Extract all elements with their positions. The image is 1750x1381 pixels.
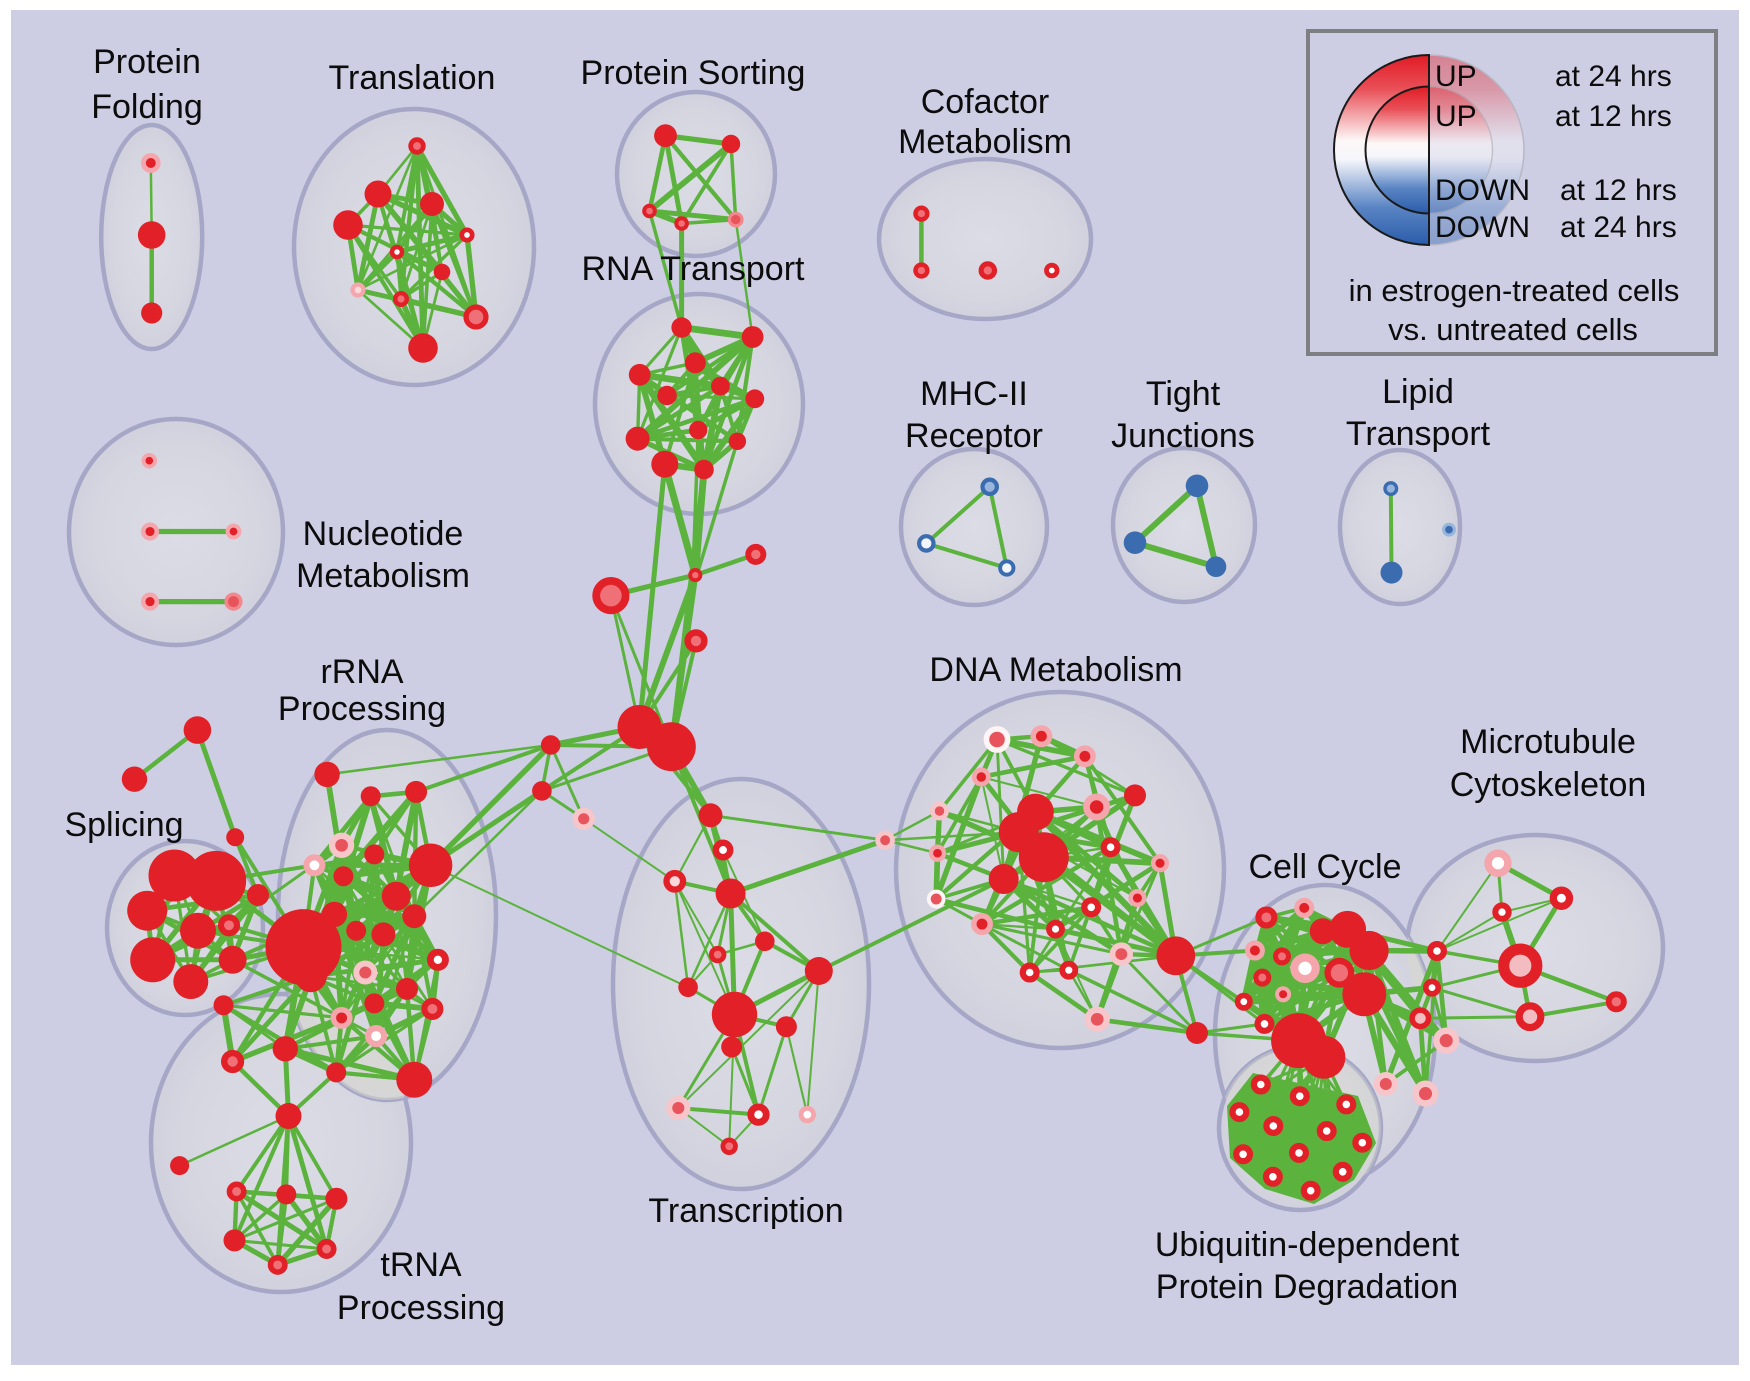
svg-text:Microtubule: Microtubule bbox=[1460, 723, 1636, 761]
svg-text:Metabolism: Metabolism bbox=[898, 123, 1072, 161]
svg-text:Transcription: Transcription bbox=[648, 1192, 843, 1230]
svg-text:Processing: Processing bbox=[337, 1289, 505, 1327]
svg-text:vs. untreated cells: vs. untreated cells bbox=[1388, 312, 1638, 347]
svg-text:Translation: Translation bbox=[329, 59, 496, 97]
svg-text:Protein: Protein bbox=[93, 43, 201, 81]
svg-text:Nucleotide: Nucleotide bbox=[303, 515, 464, 553]
svg-text:tRNA: tRNA bbox=[380, 1246, 462, 1284]
svg-text:Transport: Transport bbox=[1346, 415, 1491, 453]
svg-text:Cell Cycle: Cell Cycle bbox=[1248, 848, 1401, 886]
svg-text:Cofactor: Cofactor bbox=[921, 83, 1050, 121]
svg-text:rRNA: rRNA bbox=[320, 653, 403, 691]
svg-text:DOWN: DOWN bbox=[1435, 211, 1530, 244]
svg-text:at 24 hrs: at 24 hrs bbox=[1555, 60, 1672, 93]
svg-text:Junctions: Junctions bbox=[1111, 417, 1255, 455]
svg-text:at 12 hrs: at 12 hrs bbox=[1560, 174, 1677, 207]
svg-text:Metabolism: Metabolism bbox=[296, 557, 470, 595]
svg-text:DNA Metabolism: DNA Metabolism bbox=[929, 651, 1182, 689]
svg-text:UP: UP bbox=[1435, 100, 1477, 133]
svg-text:Cytoskeleton: Cytoskeleton bbox=[1450, 766, 1647, 804]
svg-text:Lipid: Lipid bbox=[1382, 373, 1454, 411]
svg-text:Ubiquitin-dependent: Ubiquitin-dependent bbox=[1155, 1226, 1460, 1264]
svg-text:DOWN: DOWN bbox=[1435, 174, 1530, 207]
svg-text:Protein Sorting: Protein Sorting bbox=[581, 54, 806, 92]
svg-text:at 24 hrs: at 24 hrs bbox=[1560, 211, 1677, 244]
svg-text:UP: UP bbox=[1435, 60, 1477, 93]
svg-text:MHC-II: MHC-II bbox=[920, 375, 1028, 413]
svg-text:Folding: Folding bbox=[91, 88, 203, 126]
svg-text:RNA Transport: RNA Transport bbox=[582, 250, 806, 288]
svg-text:Processing: Processing bbox=[278, 690, 446, 728]
svg-text:Protein Degradation: Protein Degradation bbox=[1156, 1268, 1458, 1306]
svg-text:in estrogen-treated cells: in estrogen-treated cells bbox=[1349, 273, 1680, 308]
svg-text:Tight: Tight bbox=[1146, 375, 1221, 413]
svg-text:Splicing: Splicing bbox=[64, 806, 183, 844]
svg-text:Receptor: Receptor bbox=[905, 417, 1043, 455]
svg-text:at 12 hrs: at 12 hrs bbox=[1555, 100, 1672, 133]
